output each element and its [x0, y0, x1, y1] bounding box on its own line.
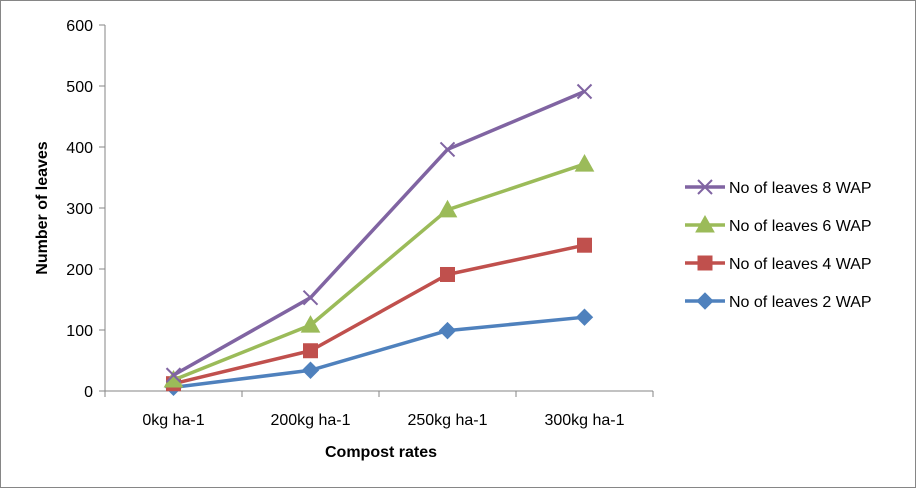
- x-axis-title: Compost rates: [325, 444, 437, 461]
- data-point: [438, 321, 457, 340]
- data-point: [576, 83, 593, 100]
- series-line: [172, 162, 586, 382]
- data-point: [303, 343, 318, 359]
- legend-item: No of leaves 4 WAP: [685, 255, 872, 273]
- marker-stroke: [697, 179, 713, 195]
- legend-marker: [695, 214, 715, 233]
- data-point: [437, 199, 458, 218]
- legend: No of leaves 8 WAP No of leaves 6 WAP No o…: [685, 179, 872, 311]
- legend-marker: [696, 292, 714, 310]
- series-layer: [163, 83, 595, 397]
- y-tick-label: 0: [84, 384, 93, 401]
- data-point: [440, 266, 455, 282]
- legend-label: No of leaves 8 WAP: [729, 180, 872, 197]
- data-point: [574, 154, 595, 172]
- legend-marker: [697, 255, 713, 271]
- x-tick-label: 300kg ha-1: [544, 412, 624, 429]
- y-tick-label: 200: [66, 262, 93, 279]
- data-point: [577, 237, 592, 253]
- legend-item: No of leaves 6 WAP: [685, 214, 872, 235]
- series-line: [173, 315, 585, 390]
- legend-label: No of leaves 2 WAP: [729, 294, 872, 311]
- y-tick-label: 500: [66, 79, 93, 96]
- legend-label: No of leaves 6 WAP: [729, 218, 872, 235]
- legend-label: No of leaves 4 WAP: [729, 256, 872, 273]
- series-no-of-leaves-8-wap: [165, 83, 593, 383]
- series-no-of-leaves-2-wap: [164, 308, 594, 397]
- series-line: [172, 89, 586, 377]
- legend-item: No of leaves 2 WAP: [685, 292, 872, 311]
- data-point: [302, 289, 319, 306]
- series-no-of-leaves-4-wap: [166, 237, 592, 392]
- marker-stroke: [576, 83, 593, 100]
- data-point: [575, 308, 594, 326]
- y-axis-title: Number of leaves: [34, 141, 51, 274]
- legend-item: No of leaves 8 WAP: [685, 179, 872, 197]
- data-point: [439, 141, 456, 158]
- y-tick-label: 100: [66, 323, 93, 340]
- legend-marker: [697, 179, 713, 195]
- marker-stroke: [302, 289, 319, 306]
- marker-stroke: [439, 141, 456, 158]
- axes: 0 100 200 300 400 500 600 0kg ha-1 200kg ha-1 250…: [66, 18, 654, 429]
- series-line: [173, 243, 585, 386]
- x-tick-label: 0kg ha-1: [142, 412, 204, 429]
- y-tick-label: 300: [66, 201, 93, 218]
- y-tick-label: 400: [66, 140, 93, 157]
- y-tick-label: 600: [66, 18, 93, 35]
- x-tick-label: 250kg ha-1: [407, 412, 487, 429]
- data-point: [165, 367, 182, 383]
- x-tick-label: 200kg ha-1: [270, 412, 350, 429]
- marker-stroke: [165, 367, 182, 383]
- data-point: [300, 315, 321, 333]
- data-point: [301, 361, 320, 379]
